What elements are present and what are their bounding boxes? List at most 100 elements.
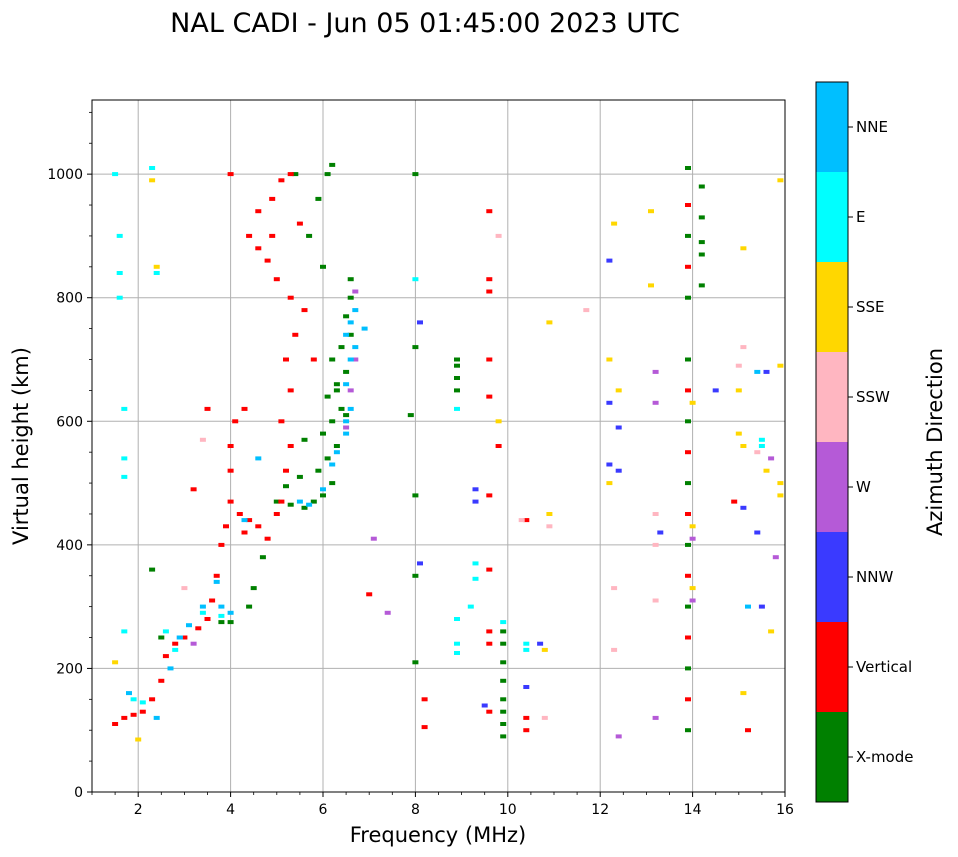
- data-point: [523, 685, 530, 689]
- data-point: [417, 561, 423, 566]
- data-point: [306, 233, 313, 238]
- data-point: [454, 357, 460, 362]
- data-point: [273, 499, 280, 504]
- data-point: [777, 481, 784, 486]
- data-point: [259, 555, 266, 560]
- data-point: [735, 363, 742, 368]
- data-point: [213, 573, 220, 578]
- data-point: [740, 345, 747, 350]
- data-point: [158, 678, 165, 683]
- data-point: [500, 734, 507, 739]
- data-point: [768, 456, 775, 461]
- data-point: [615, 388, 622, 393]
- data-point: [218, 613, 225, 618]
- data-point: [153, 264, 160, 269]
- data-point: [421, 697, 428, 702]
- data-point: [685, 481, 691, 486]
- data-point: [412, 172, 419, 177]
- data-point: [158, 635, 165, 640]
- data-point: [698, 184, 705, 189]
- data-point: [685, 233, 691, 238]
- data-point: [412, 277, 419, 282]
- data-point: [454, 388, 460, 393]
- data-point: [255, 246, 262, 251]
- data-point: [223, 524, 229, 529]
- data-point: [343, 431, 350, 436]
- data-point: [232, 419, 239, 424]
- data-point: [343, 382, 350, 387]
- data-point: [343, 314, 350, 319]
- data-point: [495, 419, 502, 424]
- data-point: [301, 308, 308, 313]
- data-point: [685, 295, 691, 300]
- data-point: [652, 598, 659, 603]
- data-point: [546, 512, 553, 516]
- data-point: [611, 221, 618, 226]
- data-point: [754, 530, 761, 535]
- data-point: [648, 283, 654, 288]
- data-point: [296, 474, 303, 479]
- data-point: [689, 400, 696, 405]
- data-point: [246, 233, 253, 238]
- data-point: [537, 641, 544, 646]
- data-point: [112, 660, 119, 665]
- data-point: [685, 512, 691, 516]
- data-point: [333, 450, 340, 455]
- data-point: [615, 734, 622, 739]
- data-point: [472, 499, 479, 504]
- data-point: [772, 555, 779, 560]
- data-point: [685, 203, 691, 207]
- data-point: [740, 444, 747, 448]
- data-point: [287, 444, 294, 448]
- data-point: [657, 530, 664, 535]
- data-point: [287, 388, 294, 393]
- data-point: [186, 623, 192, 628]
- data-point: [292, 332, 299, 337]
- data-point: [227, 172, 234, 177]
- data-point: [347, 295, 354, 300]
- grid-lines: [92, 100, 785, 792]
- data-point: [421, 725, 428, 730]
- data-point: [615, 425, 622, 430]
- data-point: [329, 462, 336, 467]
- data-point: [241, 406, 248, 411]
- data-point: [361, 326, 368, 331]
- data-point: [652, 512, 659, 516]
- chart-title: NAL CADI - Jun 05 01:45:00 2023 UTC: [170, 8, 680, 39]
- data-point: [523, 641, 530, 646]
- data-point: [227, 620, 234, 625]
- data-point: [685, 264, 691, 269]
- y-tick-label: 0: [74, 785, 83, 801]
- data-point: [301, 437, 308, 442]
- colorbar-swatch: [816, 82, 848, 172]
- data-point: [685, 604, 691, 609]
- data-point: [652, 542, 659, 547]
- data-point: [758, 444, 765, 448]
- data-point: [777, 178, 784, 183]
- data-point: [139, 700, 146, 705]
- data-point: [199, 604, 206, 609]
- data-point: [412, 573, 419, 578]
- data-point: [273, 277, 280, 282]
- data-point: [685, 542, 691, 547]
- colorbar-label: SSE: [856, 298, 885, 316]
- colorbar-label: SSW: [856, 388, 890, 406]
- data-point: [685, 357, 691, 362]
- data-point: [500, 641, 507, 646]
- data-point: [412, 345, 419, 350]
- data-point: [486, 289, 493, 294]
- data-point: [366, 592, 373, 597]
- data-point: [246, 604, 253, 609]
- data-point: [278, 419, 285, 424]
- data-point: [347, 332, 354, 337]
- data-point: [283, 468, 289, 473]
- data-point: [777, 363, 784, 368]
- colorbar-swatch: [816, 352, 848, 442]
- data-point: [343, 369, 350, 374]
- data-point: [500, 629, 507, 634]
- data-point: [329, 419, 336, 424]
- y-axis-title: Virtual height (km): [9, 347, 33, 545]
- data-point: [352, 345, 359, 350]
- data-point: [740, 691, 747, 696]
